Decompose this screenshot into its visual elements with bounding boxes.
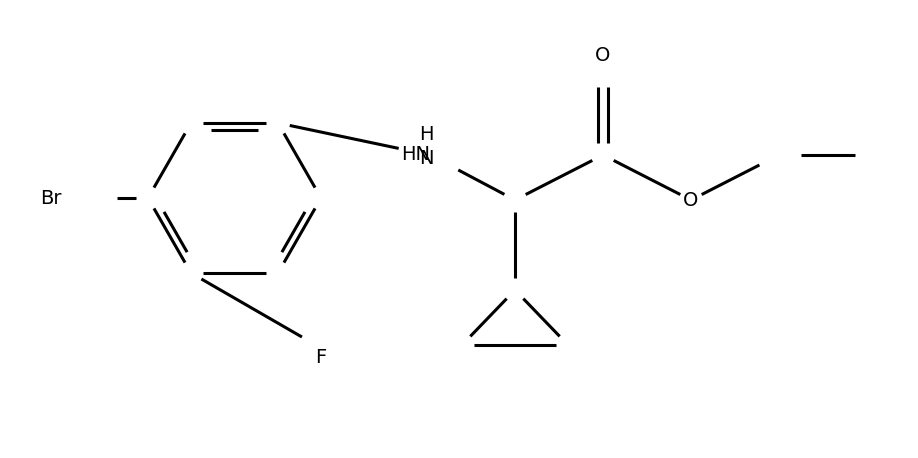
Text: H: H <box>419 125 433 145</box>
Text: N: N <box>419 149 433 169</box>
Text: O: O <box>683 191 699 209</box>
Text: O: O <box>595 46 610 65</box>
Text: HN: HN <box>401 146 430 164</box>
Text: Br: Br <box>40 189 62 207</box>
Text: F: F <box>316 348 327 367</box>
